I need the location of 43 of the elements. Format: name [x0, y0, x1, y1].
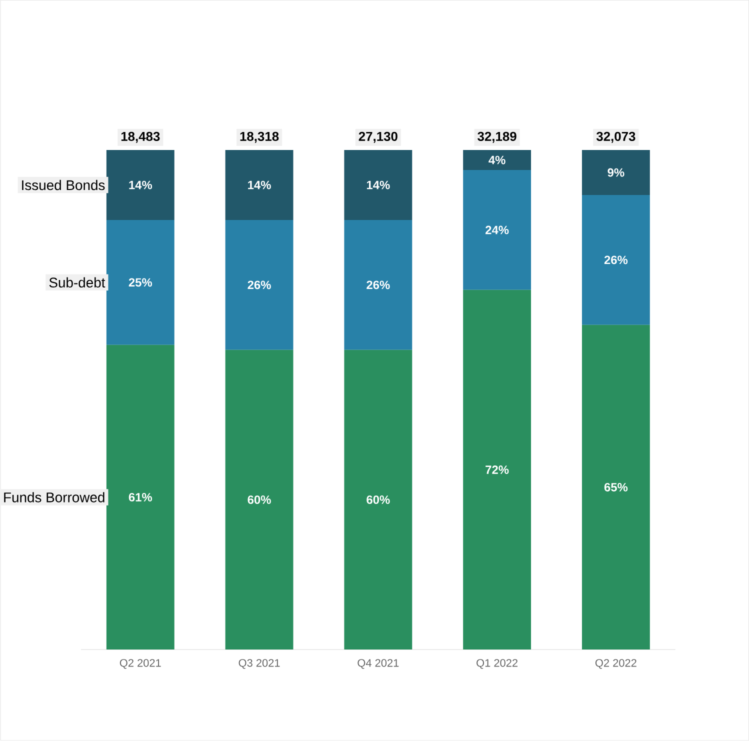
data-label: 24% — [486, 226, 509, 234]
x-tick-label: Q1 2022 — [476, 659, 518, 669]
bar — [463, 290, 532, 650]
bar — [582, 325, 650, 650]
bar — [344, 350, 412, 650]
bar — [106, 150, 174, 220]
bar — [582, 150, 650, 196]
data-label: 25% — [128, 278, 152, 287]
data-label: 14% — [129, 180, 152, 190]
series-label: Issued Bonds — [22, 180, 105, 190]
bar — [344, 150, 412, 220]
bar — [344, 220, 412, 350]
bar — [225, 220, 294, 350]
data-label: 14% — [248, 180, 271, 190]
series-label: Funds Borrowed — [4, 492, 104, 502]
text: 18,318 — [240, 132, 279, 144]
data-label: 14% — [366, 180, 390, 190]
data-label: 65% — [604, 483, 628, 492]
bar — [463, 150, 532, 170]
data-label: 72% — [486, 466, 509, 474]
text: 32,073 — [596, 132, 636, 144]
x-tick-label: Q3 2021 — [238, 659, 280, 669]
bar — [106, 345, 174, 650]
text: 32,189 — [478, 132, 516, 144]
data-label: 4% — [488, 156, 506, 164]
x-tick-label: Q2 2021 — [120, 659, 161, 669]
data-label: 60% — [248, 496, 271, 504]
bar — [225, 150, 294, 220]
data-label: 26% — [366, 280, 390, 290]
data-label: 60% — [366, 496, 390, 504]
series-label: Sub-debt — [49, 277, 106, 288]
bar — [106, 220, 174, 346]
x-tick-label: Q2 2022 — [595, 659, 636, 669]
text: 27,130 — [358, 132, 398, 144]
data-label: 9% — [608, 168, 624, 177]
text: 18,483 — [121, 132, 160, 144]
bar — [225, 350, 294, 650]
bar — [582, 195, 650, 326]
data-label: 61% — [128, 493, 152, 502]
data-label: 26% — [604, 256, 628, 264]
data-label: 26% — [248, 280, 271, 290]
x-tick-label: Q4 2021 — [358, 659, 399, 669]
bar — [463, 170, 532, 290]
